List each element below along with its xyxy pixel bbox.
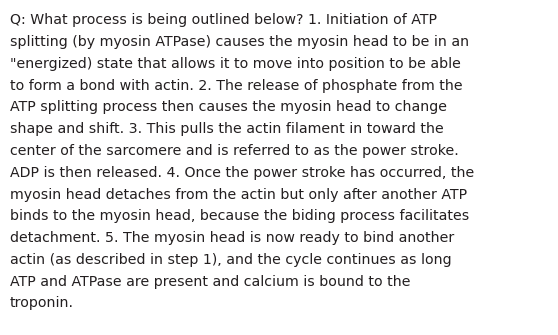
Text: ATP and ATPase are present and calcium is bound to the: ATP and ATPase are present and calcium i… — [10, 275, 411, 289]
Text: detachment. 5. The myosin head is now ready to bind another: detachment. 5. The myosin head is now re… — [10, 231, 454, 245]
Text: Q: What process is being outlined below? 1. Initiation of ATP: Q: What process is being outlined below?… — [10, 13, 437, 27]
Text: splitting (by myosin ATPase) causes the myosin head to be in an: splitting (by myosin ATPase) causes the … — [10, 35, 469, 49]
Text: ATP splitting process then causes the myosin head to change: ATP splitting process then causes the my… — [10, 100, 447, 115]
Text: "energized) state that allows it to move into position to be able: "energized) state that allows it to move… — [10, 57, 461, 71]
Text: shape and shift. 3. This pulls the actin filament in toward the: shape and shift. 3. This pulls the actin… — [10, 122, 444, 136]
Text: binds to the myosin head, because the biding process facilitates: binds to the myosin head, because the bi… — [10, 209, 469, 223]
Text: to form a bond with actin. 2. The release of phosphate from the: to form a bond with actin. 2. The releas… — [10, 79, 463, 93]
Text: myosin head detaches from the actin but only after another ATP: myosin head detaches from the actin but … — [10, 188, 467, 202]
Text: ADP is then released. 4. Once the power stroke has occurred, the: ADP is then released. 4. Once the power … — [10, 166, 474, 180]
Text: actin (as described in step 1), and the cycle continues as long: actin (as described in step 1), and the … — [10, 253, 451, 267]
Text: center of the sarcomere and is referred to as the power stroke.: center of the sarcomere and is referred … — [10, 144, 459, 158]
Text: troponin.: troponin. — [10, 296, 74, 311]
